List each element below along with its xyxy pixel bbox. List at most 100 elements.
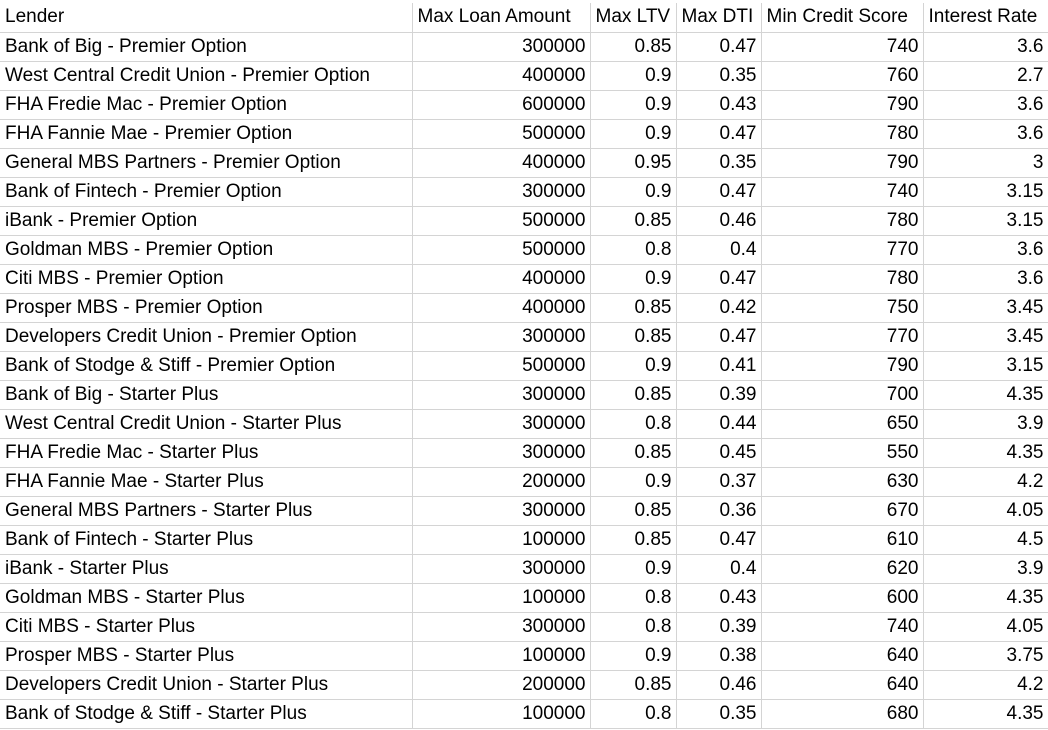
- min-credit-score-cell[interactable]: 650: [761, 409, 924, 439]
- max-ltv-cell[interactable]: 0.85: [590, 438, 677, 468]
- max-dti-cell[interactable]: 0.42: [676, 293, 762, 323]
- max-ltv-cell[interactable]: 0.9: [590, 641, 677, 671]
- max-loan-amount-cell[interactable]: 200000: [412, 670, 591, 700]
- max-loan-amount-cell[interactable]: 300000: [412, 612, 591, 642]
- max-loan-amount-cell[interactable]: 500000: [412, 235, 591, 265]
- max-loan-amount-cell[interactable]: 100000: [412, 641, 591, 671]
- min-credit-score-cell[interactable]: 790: [761, 90, 924, 120]
- max-ltv-cell[interactable]: 0.8: [590, 699, 677, 729]
- max-dti-cell[interactable]: 0.35: [676, 61, 762, 91]
- interest-rate-cell[interactable]: 4.35: [923, 699, 1048, 729]
- max-dti-cell[interactable]: 0.38: [676, 641, 762, 671]
- max-ltv-cell[interactable]: 0.9: [590, 177, 677, 207]
- max-dti-cell[interactable]: 0.43: [676, 583, 762, 613]
- max-dti-cell[interactable]: 0.35: [676, 699, 762, 729]
- lender-cell[interactable]: FHA Fredie Mac - Starter Plus: [0, 438, 413, 468]
- lender-cell[interactable]: Bank of Fintech - Premier Option: [0, 177, 413, 207]
- lender-cell[interactable]: General MBS Partners - Premier Option: [0, 148, 413, 178]
- max-ltv-cell[interactable]: 0.85: [590, 670, 677, 700]
- lender-cell[interactable]: Developers Credit Union - Starter Plus: [0, 670, 413, 700]
- max-dti-cell[interactable]: 0.47: [676, 177, 762, 207]
- lender-cell[interactable]: Citi MBS - Premier Option: [0, 264, 413, 294]
- min-credit-score-cell[interactable]: 790: [761, 351, 924, 381]
- interest-rate-cell[interactable]: 4.35: [923, 438, 1048, 468]
- lender-cell[interactable]: Citi MBS - Starter Plus: [0, 612, 413, 642]
- max-loan-amount-cell[interactable]: 100000: [412, 699, 591, 729]
- interest-rate-cell[interactable]: 3: [923, 148, 1048, 178]
- min-credit-score-cell[interactable]: 750: [761, 293, 924, 323]
- max-ltv-cell[interactable]: 0.9: [590, 351, 677, 381]
- header-cell-max-ltv[interactable]: Max LTV: [590, 3, 677, 33]
- lender-cell[interactable]: FHA Fredie Mac - Premier Option: [0, 90, 413, 120]
- min-credit-score-cell[interactable]: 600: [761, 583, 924, 613]
- max-ltv-cell[interactable]: 0.85: [590, 206, 677, 236]
- max-dti-cell[interactable]: 0.46: [676, 206, 762, 236]
- max-ltv-cell[interactable]: 0.8: [590, 612, 677, 642]
- lender-cell[interactable]: Goldman MBS - Premier Option: [0, 235, 413, 265]
- min-credit-score-cell[interactable]: 790: [761, 148, 924, 178]
- lender-cell[interactable]: Goldman MBS - Starter Plus: [0, 583, 413, 613]
- max-loan-amount-cell[interactable]: 100000: [412, 583, 591, 613]
- min-credit-score-cell[interactable]: 770: [761, 322, 924, 352]
- interest-rate-cell[interactable]: 3.9: [923, 409, 1048, 439]
- max-dti-cell[interactable]: 0.47: [676, 322, 762, 352]
- lender-cell[interactable]: iBank - Premier Option: [0, 206, 413, 236]
- max-loan-amount-cell[interactable]: 300000: [412, 438, 591, 468]
- lender-cell[interactable]: iBank - Starter Plus: [0, 554, 413, 584]
- min-credit-score-cell[interactable]: 700: [761, 380, 924, 410]
- header-cell-max-loan-amount[interactable]: Max Loan Amount: [412, 3, 591, 33]
- max-dti-cell[interactable]: 0.39: [676, 612, 762, 642]
- max-loan-amount-cell[interactable]: 300000: [412, 322, 591, 352]
- min-credit-score-cell[interactable]: 780: [761, 264, 924, 294]
- lender-cell[interactable]: Prosper MBS - Starter Plus: [0, 641, 413, 671]
- interest-rate-cell[interactable]: 4.35: [923, 583, 1048, 613]
- lender-cell[interactable]: West Central Credit Union - Premier Opti…: [0, 61, 413, 91]
- min-credit-score-cell[interactable]: 780: [761, 206, 924, 236]
- max-ltv-cell[interactable]: 0.85: [590, 496, 677, 526]
- min-credit-score-cell[interactable]: 620: [761, 554, 924, 584]
- max-loan-amount-cell[interactable]: 300000: [412, 177, 591, 207]
- lender-cell[interactable]: West Central Credit Union - Starter Plus: [0, 409, 413, 439]
- min-credit-score-cell[interactable]: 670: [761, 496, 924, 526]
- max-loan-amount-cell[interactable]: 300000: [412, 496, 591, 526]
- header-cell-interest-rate[interactable]: Interest Rate: [923, 3, 1048, 33]
- max-ltv-cell[interactable]: 0.85: [590, 525, 677, 555]
- interest-rate-cell[interactable]: 4.05: [923, 496, 1048, 526]
- max-dti-cell[interactable]: 0.47: [676, 525, 762, 555]
- max-ltv-cell[interactable]: 0.9: [590, 119, 677, 149]
- interest-rate-cell[interactable]: 3.6: [923, 119, 1048, 149]
- header-cell-max-dti[interactable]: Max DTI: [676, 3, 762, 33]
- max-ltv-cell[interactable]: 0.85: [590, 32, 677, 62]
- interest-rate-cell[interactable]: 3.6: [923, 90, 1048, 120]
- lender-cell[interactable]: Prosper MBS - Premier Option: [0, 293, 413, 323]
- max-loan-amount-cell[interactable]: 600000: [412, 90, 591, 120]
- header-cell-lender[interactable]: Lender: [0, 3, 413, 33]
- min-credit-score-cell[interactable]: 610: [761, 525, 924, 555]
- lender-cell[interactable]: Bank of Big - Starter Plus: [0, 380, 413, 410]
- interest-rate-cell[interactable]: 3.9: [923, 554, 1048, 584]
- min-credit-score-cell[interactable]: 550: [761, 438, 924, 468]
- min-credit-score-cell[interactable]: 740: [761, 177, 924, 207]
- max-ltv-cell[interactable]: 0.8: [590, 583, 677, 613]
- lender-cell[interactable]: FHA Fannie Mae - Starter Plus: [0, 467, 413, 497]
- max-ltv-cell[interactable]: 0.8: [590, 235, 677, 265]
- max-dti-cell[interactable]: 0.47: [676, 32, 762, 62]
- interest-rate-cell[interactable]: 3.6: [923, 235, 1048, 265]
- max-dti-cell[interactable]: 0.37: [676, 467, 762, 497]
- interest-rate-cell[interactable]: 3.45: [923, 293, 1048, 323]
- interest-rate-cell[interactable]: 4.2: [923, 467, 1048, 497]
- max-dti-cell[interactable]: 0.46: [676, 670, 762, 700]
- interest-rate-cell[interactable]: 3.15: [923, 177, 1048, 207]
- min-credit-score-cell[interactable]: 770: [761, 235, 924, 265]
- interest-rate-cell[interactable]: 4.5: [923, 525, 1048, 555]
- max-ltv-cell[interactable]: 0.9: [590, 264, 677, 294]
- max-dti-cell[interactable]: 0.4: [676, 235, 762, 265]
- max-dti-cell[interactable]: 0.44: [676, 409, 762, 439]
- max-loan-amount-cell[interactable]: 100000: [412, 525, 591, 555]
- max-dti-cell[interactable]: 0.35: [676, 148, 762, 178]
- min-credit-score-cell[interactable]: 780: [761, 119, 924, 149]
- max-loan-amount-cell[interactable]: 300000: [412, 554, 591, 584]
- max-ltv-cell[interactable]: 0.9: [590, 61, 677, 91]
- interest-rate-cell[interactable]: 4.2: [923, 670, 1048, 700]
- max-loan-amount-cell[interactable]: 300000: [412, 409, 591, 439]
